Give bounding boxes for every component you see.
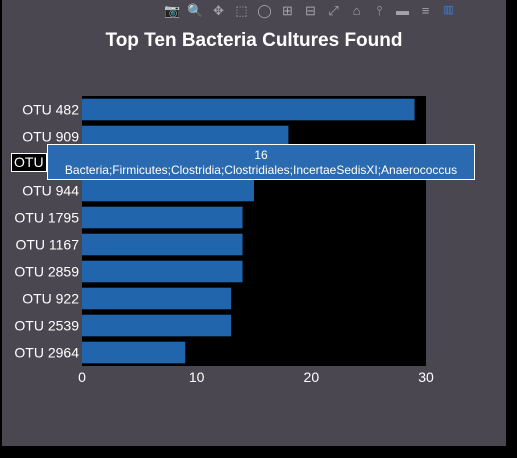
y-tick-label: OTU 944 — [22, 183, 79, 199]
y-tick-label: OTU 1167 — [15, 237, 79, 253]
bar-otu-1795[interactable] — [82, 207, 243, 229]
y-tick-label: OTU 482 — [22, 102, 79, 118]
y-tick-label: OTU 2859 — [14, 264, 79, 280]
bar-chart[interactable]: OTU 482 OTU 909 OTU 2 OTU 944 OTU 1795 OTU 11… — [2, 0, 506, 446]
hover-tooltip: 16 Bacteria;Firmicutes;Clostridia;Clostr… — [47, 144, 475, 180]
bar-otu-944[interactable] — [82, 180, 254, 202]
y-tick-label: OTU 1795 — [14, 210, 79, 226]
bar-otu-2964[interactable] — [82, 342, 185, 364]
bar-otu-482[interactable] — [82, 99, 415, 121]
x-tick-label: 20 — [304, 369, 320, 385]
x-tick-label: 0 — [78, 369, 86, 385]
y-tick-label: OTU 909 — [22, 129, 79, 145]
bar-otu-2859[interactable] — [82, 261, 243, 283]
chart-panel: 📷 🔍 ✥ ⬚ ◯ ⊞ ⊟ ⤢ ⌂ ⫯ ▬ ≡ ▥ Top Ten Bacteria Cultures … — [2, 0, 506, 446]
x-tick-label: 10 — [189, 369, 205, 385]
bar-otu-1167[interactable] — [82, 234, 243, 256]
y-tick-label: OTU 922 — [22, 291, 79, 307]
bar-otu-2539[interactable] — [82, 315, 231, 337]
bar-otu-922[interactable] — [82, 288, 231, 310]
y-tick-label: OTU 2964 — [14, 345, 79, 361]
y-tick-label: OTU 2539 — [14, 318, 79, 334]
x-tick-label: 30 — [418, 369, 434, 385]
hover-label: Bacteria;Firmicutes;Clostridia;Clostridi… — [48, 163, 474, 178]
hover-category-tag: OTU 2 — [11, 153, 47, 172]
hover-value: 16 — [48, 145, 474, 163]
